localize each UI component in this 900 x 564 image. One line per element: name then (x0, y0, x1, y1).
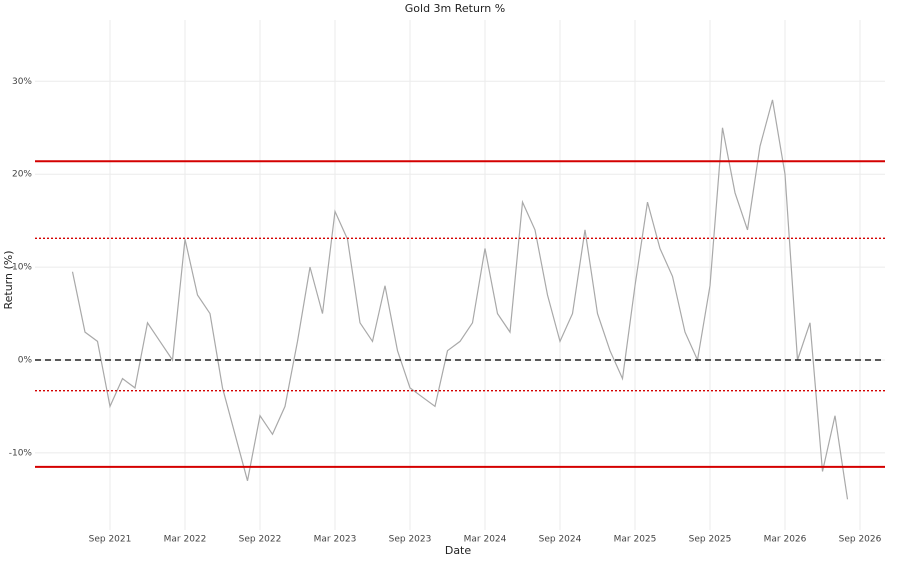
x-axis-label: Date (445, 544, 472, 557)
x-tick-label: Mar 2026 (764, 535, 807, 545)
x-tick-label: Sep 2025 (689, 535, 732, 545)
chart-title: Gold 3m Return % (405, 2, 505, 15)
x-tick-label: Mar 2024 (464, 535, 507, 545)
y-axis-label: Return (%) (2, 250, 15, 309)
y-tick-label: -10% (9, 448, 33, 458)
x-tick-label: Sep 2022 (239, 535, 282, 545)
y-tick-label: 10% (12, 263, 32, 273)
x-tick-label: Sep 2024 (539, 535, 582, 545)
x-tick-label: Mar 2023 (314, 535, 357, 545)
x-tick-label: Sep 2023 (389, 535, 432, 545)
y-tick-label: 20% (12, 170, 32, 180)
y-tick-label: 0% (18, 356, 33, 366)
x-tick-label: Sep 2026 (839, 535, 882, 545)
x-tick-label: Sep 2021 (89, 535, 132, 545)
data-line (71, 99, 849, 500)
y-tick-label: 30% (12, 77, 32, 87)
x-tick-label: Mar 2025 (614, 535, 657, 545)
x-tick-label: Mar 2022 (164, 535, 207, 545)
